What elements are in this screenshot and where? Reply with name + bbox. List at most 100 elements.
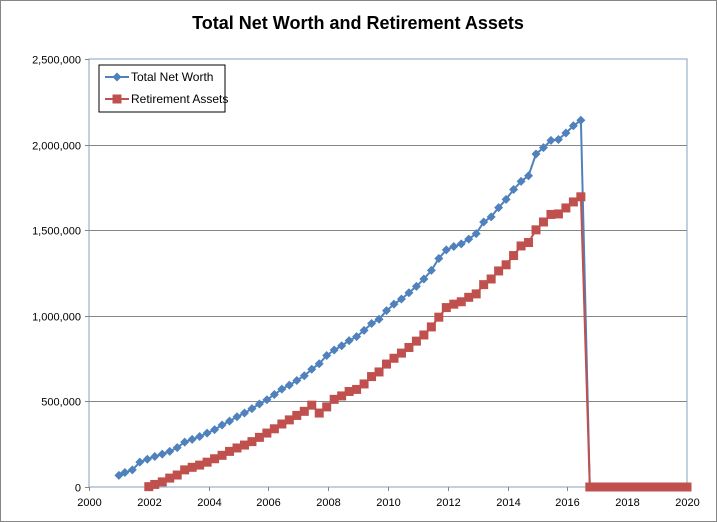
data-point-retirement-assets: [676, 482, 686, 492]
data-point-total-net-worth: [449, 241, 459, 251]
data-point-retirement-assets: [144, 482, 154, 492]
data-point-retirement-assets: [269, 424, 279, 434]
series-line-total-net-worth: [118, 119, 591, 488]
series-layer: [114, 115, 692, 492]
data-point-total-net-worth: [247, 404, 257, 414]
data-point-retirement-assets: [456, 297, 466, 307]
data-point-retirement-assets: [344, 386, 354, 396]
data-point-retirement-assets: [239, 440, 249, 450]
data-point-retirement-assets: [576, 192, 586, 202]
axes: 0 500,000 1,000,000 1,500,000 2,000,000 2,500…: [32, 55, 700, 510]
data-point-total-net-worth: [307, 364, 317, 374]
data-point-total-net-worth: [568, 121, 578, 131]
data-point-retirement-assets: [180, 465, 190, 475]
data-point-retirement-assets: [616, 482, 626, 492]
data-point-retirement-assets: [553, 209, 563, 219]
x-tick-label: 2000: [77, 497, 101, 509]
x-tick-label: 2014: [496, 497, 520, 509]
data-point-retirement-assets: [509, 251, 519, 261]
data-point-total-net-worth: [456, 239, 466, 249]
data-point-total-net-worth: [411, 281, 421, 291]
data-point-retirement-assets: [419, 330, 429, 340]
legend-label-retirement-assets: Retirement Assets: [131, 92, 228, 106]
data-point-retirement-assets: [210, 454, 220, 464]
data-point-total-net-worth: [546, 135, 556, 145]
chart-title: Total Net Worth and Retirement Assets: [192, 13, 524, 33]
data-point-retirement-assets: [670, 482, 680, 492]
data-point-retirement-assets: [682, 482, 692, 492]
data-point-retirement-assets: [359, 379, 369, 389]
series-retirement-assets: [144, 192, 692, 492]
data-point-retirement-assets: [411, 336, 421, 346]
data-point-total-net-worth: [561, 128, 571, 138]
data-point-retirement-assets: [592, 482, 602, 492]
data-point-retirement-assets: [538, 217, 548, 227]
data-point-total-net-worth: [479, 217, 489, 227]
legend-marker-square-icon: [112, 94, 122, 104]
data-point-retirement-assets: [389, 353, 399, 363]
x-tick-label: 2010: [376, 497, 400, 509]
data-point-retirement-assets: [165, 473, 175, 483]
data-point-total-net-worth: [269, 390, 279, 400]
data-point-retirement-assets: [262, 428, 272, 438]
data-point-retirement-assets: [232, 443, 242, 453]
x-tick-label: 2020: [675, 497, 699, 509]
data-point-retirement-assets: [634, 482, 644, 492]
data-point-retirement-assets: [464, 292, 474, 302]
data-point-total-net-worth: [254, 399, 264, 409]
data-point-retirement-assets: [157, 477, 167, 487]
data-point-total-net-worth: [471, 229, 481, 239]
data-point-total-net-worth: [404, 288, 414, 298]
data-point-total-net-worth: [337, 341, 347, 351]
data-point-total-net-worth: [217, 420, 227, 430]
data-point-total-net-worth: [419, 274, 429, 284]
data-point-total-net-worth: [262, 395, 272, 405]
data-point-retirement-assets: [150, 479, 160, 489]
data-point-total-net-worth: [516, 176, 526, 186]
data-point-total-net-worth: [382, 306, 392, 316]
legend-marker-diamond-icon: [112, 72, 122, 82]
data-point-total-net-worth: [441, 245, 451, 255]
y-tick-label: 2,500,000: [32, 55, 81, 67]
data-point-retirement-assets: [352, 384, 362, 394]
data-point-retirement-assets: [187, 462, 197, 472]
data-point-total-net-worth: [374, 314, 384, 324]
data-point-retirement-assets: [640, 482, 650, 492]
data-point-total-net-worth: [322, 351, 332, 361]
data-point-total-net-worth: [150, 452, 160, 462]
data-point-retirement-assets: [314, 408, 324, 418]
legend: Total Net Worth Retirement Assets: [98, 64, 228, 113]
data-point-retirement-assets: [546, 209, 556, 219]
x-tick-label: 2006: [256, 497, 280, 509]
data-point-retirement-assets: [202, 457, 212, 467]
data-point-retirement-assets: [434, 312, 444, 322]
y-tick-label: 0: [75, 483, 81, 495]
data-point-retirement-assets: [247, 437, 257, 447]
data-point-retirement-assets: [494, 266, 504, 276]
legend-label-total-net-worth: Total Net Worth: [131, 70, 213, 84]
data-point-retirement-assets: [585, 482, 595, 492]
data-point-retirement-assets: [604, 482, 614, 492]
data-point-total-net-worth: [172, 443, 182, 453]
data-point-total-net-worth: [531, 149, 541, 159]
data-point-total-net-worth: [314, 359, 324, 369]
data-point-retirement-assets: [225, 446, 235, 456]
data-point-retirement-assets: [404, 342, 414, 352]
data-point-total-net-worth: [232, 412, 242, 422]
data-point-retirement-assets: [329, 394, 339, 404]
data-point-total-net-worth: [538, 143, 548, 153]
data-point-total-net-worth: [135, 457, 145, 467]
data-point-retirement-assets: [568, 197, 578, 207]
data-point-retirement-assets: [531, 225, 541, 235]
data-point-total-net-worth: [329, 345, 339, 355]
data-point-total-net-worth: [142, 454, 152, 464]
x-tick-label: 2012: [436, 497, 460, 509]
data-point-total-net-worth: [426, 265, 436, 275]
data-point-total-net-worth: [553, 134, 563, 144]
data-point-retirement-assets: [426, 322, 436, 332]
series-total-net-worth: [114, 115, 595, 492]
data-point-retirement-assets: [367, 372, 377, 382]
data-point-total-net-worth: [524, 171, 534, 181]
